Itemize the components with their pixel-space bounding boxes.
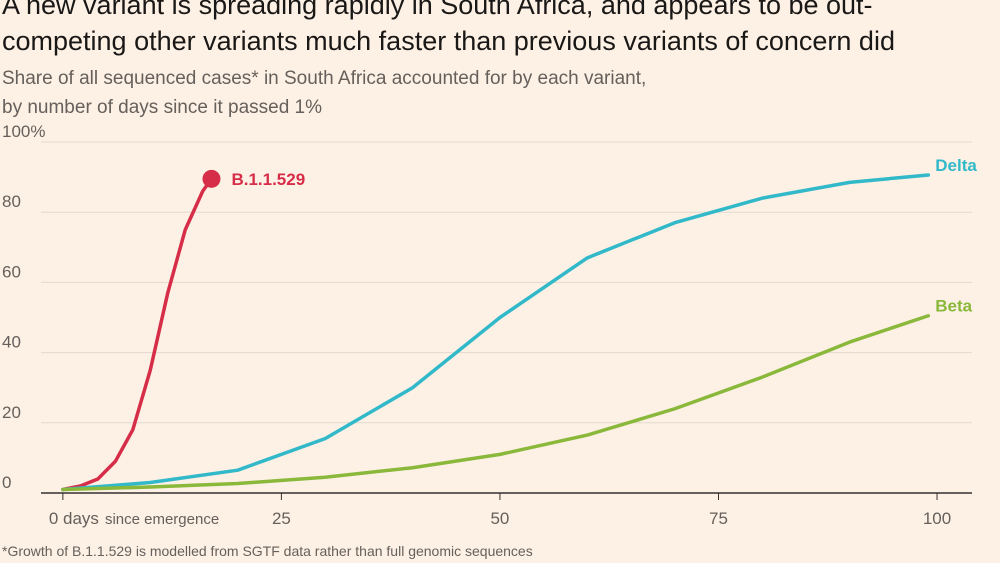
- chart-title: A new variant is spreading rapidly in So…: [2, 0, 873, 20]
- y-tick-label: 60: [2, 262, 21, 281]
- y-tick-label: 40: [2, 333, 21, 352]
- x-tick-label: 75: [709, 509, 728, 528]
- series-line: [61, 173, 931, 492]
- x-tick-label: 0 days: [49, 509, 99, 528]
- end-marker: [202, 169, 221, 188]
- x-tick-label: 25: [272, 509, 291, 528]
- y-tick-label: 100%: [2, 122, 45, 141]
- footnote: *Growth of B.1.1.529 is modelled from SG…: [2, 543, 533, 559]
- subtitle: by number of days since it passed 1%: [2, 97, 322, 118]
- series-line: [61, 313, 931, 492]
- chart-title: competing other variants much faster tha…: [2, 26, 895, 56]
- y-tick-label: 20: [2, 403, 21, 422]
- y-tick-label: 80: [2, 192, 21, 211]
- series-label: B.1.1.529: [231, 170, 305, 189]
- x-tick-label: 100: [923, 509, 951, 528]
- series-label: Delta: [935, 156, 977, 175]
- x-annotation: since emergence: [105, 511, 219, 528]
- series-line: [61, 177, 214, 492]
- x-tick-label: 50: [490, 509, 509, 528]
- series-label: Beta: [935, 297, 972, 316]
- y-tick-label: 0: [2, 473, 11, 492]
- subtitle: Share of all sequenced cases* in South A…: [2, 68, 646, 89]
